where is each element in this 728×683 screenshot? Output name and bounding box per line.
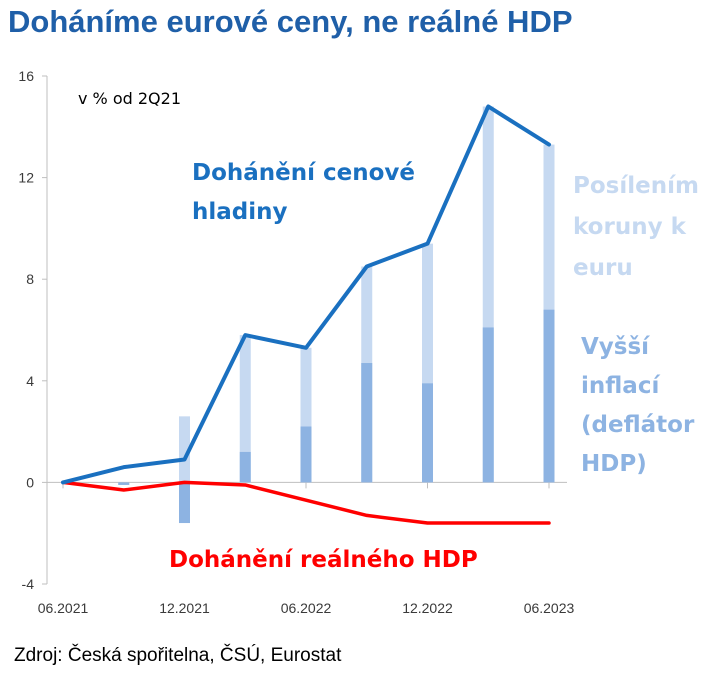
price-level-annotation: hladiny — [192, 199, 288, 225]
inflation-bar — [300, 426, 312, 483]
y-tick-label: 4 — [26, 373, 34, 389]
gdp-catchup-annotation: Dohánění reálného HDP — [169, 547, 478, 573]
koruna-bar — [300, 347, 312, 483]
x-tick-label: 06.2023 — [524, 600, 575, 616]
x-tick-label: 12.2022 — [402, 600, 453, 616]
inflation-bar — [118, 482, 130, 485]
labels: v % od 2Q21 Dohánění cenové hladiny Posílen… — [78, 89, 699, 573]
inflation-bar — [543, 309, 555, 483]
inflation-bar — [179, 482, 190, 524]
price-level-annotation: Dohánění cenové — [192, 160, 415, 186]
koruna-bar — [239, 335, 251, 483]
x-tick-label: 06.2021 — [38, 600, 89, 616]
inflation-annotation: Vyšší — [581, 334, 650, 360]
chart-title: Doháníme eurové ceny, ne reálné HDP — [8, 4, 573, 39]
y-tick-label: -4 — [22, 576, 35, 592]
inflation-annotation: HDP) — [581, 451, 647, 477]
koruna-annotation: koruny k — [573, 214, 687, 240]
lines — [61, 104, 551, 525]
x-tick-label: 06.2022 — [281, 600, 332, 616]
source-note: Zdroj: Česká spořitelna, ČSÚ, Eurostat — [14, 645, 342, 666]
price-level-line — [61, 104, 551, 485]
koruna-annotation: Posílením — [573, 173, 699, 199]
koruna-bar — [179, 416, 190, 483]
koruna-bar — [422, 243, 433, 483]
y-tick-label: 16 — [18, 68, 34, 84]
x-tick-label: 12.2021 — [159, 600, 210, 616]
chart-area: -4 0 4 8 12 16 06.2021 12.2021 06.2022 12.2022 06.… — [18, 68, 699, 616]
inflation-annotation: inflací — [581, 373, 660, 399]
inflation-bar — [482, 327, 494, 483]
y-tick-label: 8 — [26, 271, 34, 287]
unit-label: v % od 2Q21 — [78, 89, 181, 108]
y-tick-label: 12 — [18, 170, 34, 186]
koruna-bar — [482, 106, 494, 483]
koruna-annotation: euru — [573, 255, 633, 281]
bars — [118, 106, 555, 524]
gdp-catchup-line — [61, 480, 551, 525]
inflation-annotation: (deflátor — [581, 412, 695, 438]
inflation-bar — [239, 451, 251, 483]
y-tick-label: 0 — [26, 474, 34, 490]
inflation-bar — [422, 383, 433, 483]
inflation-bar — [361, 363, 373, 483]
